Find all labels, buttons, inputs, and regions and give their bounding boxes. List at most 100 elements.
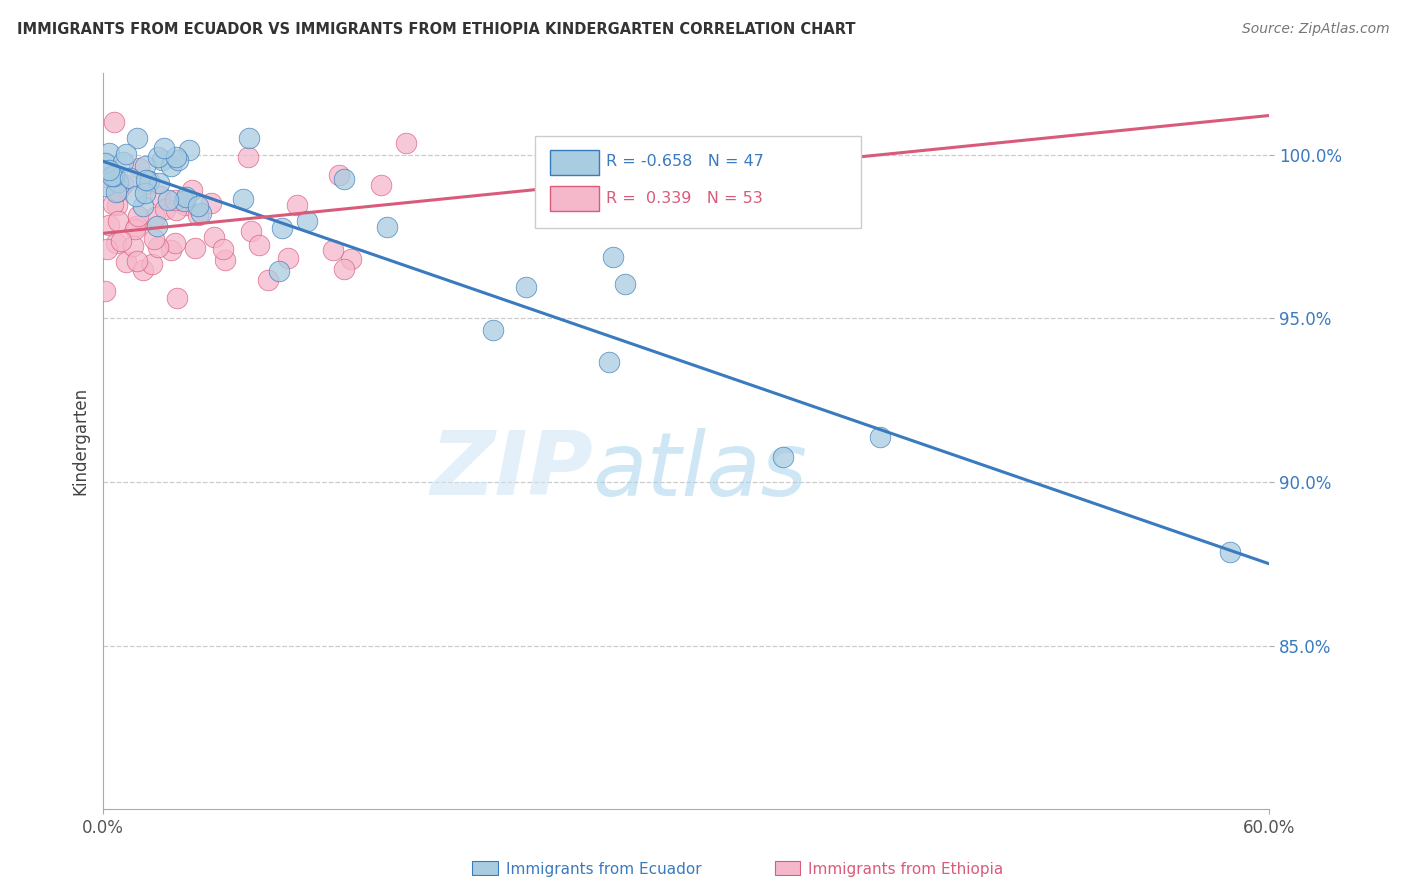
Point — [103, 115, 125, 129]
Y-axis label: Kindergarten: Kindergarten — [72, 387, 89, 495]
Point — [112, 154, 135, 169]
Point — [165, 203, 187, 218]
Point — [127, 131, 149, 145]
Text: R =  0.339   N = 53: R = 0.339 N = 53 — [606, 191, 762, 206]
Point — [132, 263, 155, 277]
Point — [107, 198, 129, 212]
Point — [125, 219, 148, 233]
Point — [267, 264, 290, 278]
Text: R = -0.658   N = 47: R = -0.658 N = 47 — [606, 153, 763, 169]
Point — [96, 242, 118, 256]
Point — [122, 239, 145, 253]
Point — [187, 209, 209, 223]
Point — [159, 243, 181, 257]
Point — [94, 284, 117, 298]
Text: ZIP: ZIP — [430, 427, 593, 514]
Point — [163, 193, 186, 207]
Point — [159, 159, 181, 173]
Point — [238, 150, 260, 164]
Point — [125, 188, 148, 202]
Point — [212, 242, 235, 256]
Point — [132, 199, 155, 213]
Point — [328, 168, 350, 182]
Point — [94, 178, 117, 193]
Point — [370, 178, 392, 193]
Point — [598, 355, 620, 369]
Point — [166, 153, 188, 167]
Point — [321, 244, 343, 258]
FancyBboxPatch shape — [550, 150, 599, 175]
Point — [153, 202, 176, 216]
Point — [115, 255, 138, 269]
Point — [515, 280, 537, 294]
Point — [141, 257, 163, 271]
Point — [332, 172, 354, 186]
Point — [214, 252, 236, 267]
Point — [297, 214, 319, 228]
Point — [143, 210, 166, 224]
Point — [247, 238, 270, 252]
Point — [202, 230, 225, 244]
Point — [184, 242, 207, 256]
Text: Immigrants from Ecuador: Immigrants from Ecuador — [506, 863, 702, 877]
Point — [187, 199, 209, 213]
Point — [153, 141, 176, 155]
Point — [107, 176, 129, 190]
Point — [105, 185, 128, 199]
Point — [277, 251, 299, 265]
Point — [134, 186, 156, 201]
Point — [772, 450, 794, 464]
Point — [94, 156, 117, 170]
Text: atlas: atlas — [593, 427, 807, 514]
Point — [114, 147, 136, 161]
Text: Source: ZipAtlas.com: Source: ZipAtlas.com — [1241, 22, 1389, 37]
Point — [120, 171, 142, 186]
Point — [270, 220, 292, 235]
Point — [98, 219, 121, 233]
Point — [101, 169, 124, 184]
Point — [111, 178, 134, 192]
Point — [134, 159, 156, 173]
Point — [174, 198, 197, 212]
Point — [256, 273, 278, 287]
Point — [238, 131, 260, 145]
Point — [124, 222, 146, 236]
Point — [145, 219, 167, 234]
Point — [163, 236, 186, 251]
Point — [110, 234, 132, 248]
Point — [149, 189, 172, 203]
Point — [135, 177, 157, 191]
Point — [173, 194, 195, 208]
Point — [190, 205, 212, 219]
Point — [128, 161, 150, 176]
Point — [143, 231, 166, 245]
Point — [138, 174, 160, 188]
Point — [481, 323, 503, 337]
Point — [1219, 545, 1241, 559]
Point — [148, 177, 170, 191]
Point — [107, 182, 129, 196]
Point — [375, 219, 398, 234]
Point — [105, 236, 128, 251]
Point — [97, 163, 120, 178]
Text: IMMIGRANTS FROM ECUADOR VS IMMIGRANTS FROM ETHIOPIA KINDERGARTEN CORRELATION CHA: IMMIGRANTS FROM ECUADOR VS IMMIGRANTS FR… — [17, 22, 855, 37]
Text: Immigrants from Ethiopia: Immigrants from Ethiopia — [808, 863, 1004, 877]
Point — [101, 197, 124, 211]
Point — [240, 224, 263, 238]
Point — [148, 240, 170, 254]
Point — [340, 252, 363, 267]
Point — [869, 430, 891, 444]
FancyBboxPatch shape — [534, 136, 860, 227]
Point — [150, 153, 173, 167]
Point — [127, 209, 149, 223]
Point — [97, 145, 120, 160]
Point — [135, 173, 157, 187]
Point — [107, 185, 129, 199]
Point — [181, 183, 204, 197]
Point — [179, 143, 201, 157]
Point — [166, 292, 188, 306]
Point — [157, 194, 180, 208]
Point — [94, 169, 117, 184]
Point — [165, 149, 187, 163]
Point — [125, 254, 148, 268]
